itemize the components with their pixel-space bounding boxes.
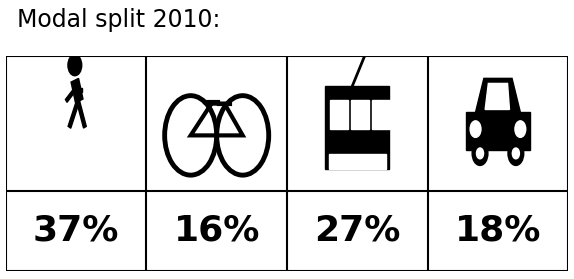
Circle shape bbox=[515, 121, 526, 137]
Text: 27%: 27% bbox=[314, 214, 401, 248]
Polygon shape bbox=[485, 83, 510, 109]
Circle shape bbox=[68, 55, 82, 76]
FancyArrow shape bbox=[75, 88, 82, 92]
Text: 16%: 16% bbox=[173, 214, 260, 248]
FancyArrow shape bbox=[65, 88, 76, 102]
FancyArrow shape bbox=[77, 100, 86, 128]
Bar bbox=[373, 100, 390, 129]
Bar bbox=[325, 86, 389, 169]
FancyArrow shape bbox=[68, 100, 79, 128]
Bar bbox=[466, 112, 530, 150]
FancyArrow shape bbox=[71, 78, 83, 103]
Circle shape bbox=[476, 148, 483, 159]
Circle shape bbox=[508, 141, 523, 165]
Circle shape bbox=[470, 121, 481, 137]
Bar bbox=[351, 100, 369, 129]
Circle shape bbox=[472, 141, 488, 165]
Text: 37%: 37% bbox=[33, 214, 119, 248]
Text: Modal split 2010:: Modal split 2010: bbox=[17, 8, 220, 32]
Bar bbox=[328, 154, 386, 169]
Bar bbox=[331, 100, 348, 129]
Circle shape bbox=[513, 148, 519, 159]
Polygon shape bbox=[475, 78, 521, 112]
Text: 18%: 18% bbox=[455, 214, 541, 248]
